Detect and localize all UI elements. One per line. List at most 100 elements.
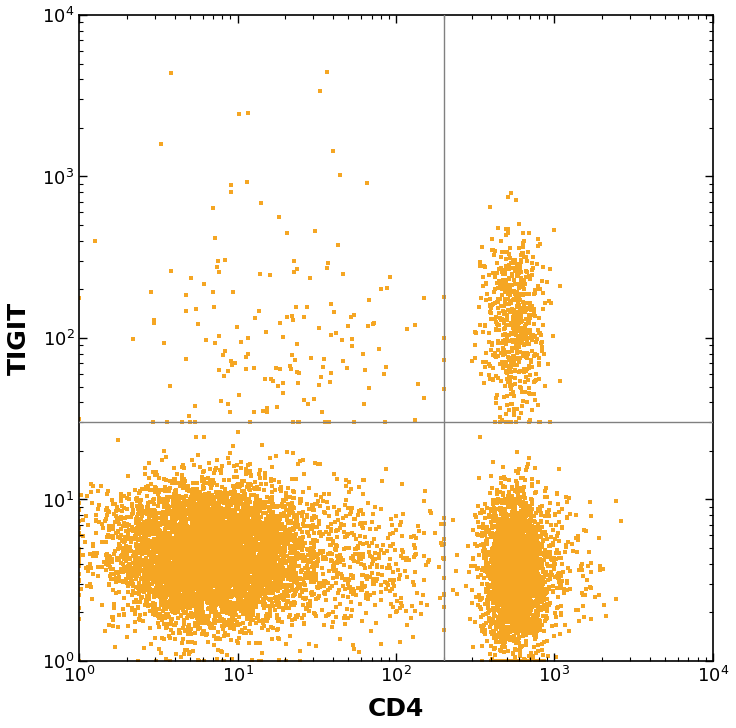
- Point: [231, 616, 243, 628]
- Point: [150, 571, 162, 583]
- Point: [540, 613, 552, 625]
- Point: [188, 556, 199, 568]
- Point: [275, 508, 287, 520]
- Point: [150, 535, 162, 547]
- Point: [244, 577, 255, 588]
- Point: [133, 488, 145, 499]
- Point: [495, 521, 506, 533]
- Point: [491, 351, 503, 363]
- Point: [182, 570, 194, 582]
- Point: [172, 542, 184, 553]
- Point: [498, 601, 510, 613]
- Point: [288, 511, 300, 523]
- Point: [520, 496, 532, 508]
- Point: [239, 534, 251, 546]
- Point: [238, 546, 250, 558]
- Point: [172, 519, 184, 531]
- Point: [113, 571, 125, 583]
- Point: [308, 510, 319, 522]
- Point: [330, 540, 342, 552]
- Point: [313, 379, 325, 391]
- Point: [269, 575, 281, 587]
- Point: [197, 500, 208, 512]
- Point: [491, 587, 503, 599]
- Point: [478, 506, 489, 518]
- Point: [273, 211, 285, 223]
- Point: [280, 557, 291, 569]
- Point: [436, 537, 447, 549]
- Point: [517, 525, 529, 537]
- Point: [261, 515, 273, 527]
- Point: [507, 286, 519, 298]
- Point: [208, 563, 219, 574]
- Point: [495, 537, 507, 549]
- Point: [523, 588, 534, 600]
- Point: [218, 655, 230, 667]
- Point: [509, 573, 521, 585]
- Point: [154, 571, 166, 583]
- Point: [514, 317, 526, 329]
- Point: [255, 531, 267, 542]
- Point: [223, 515, 235, 526]
- Point: [501, 558, 513, 569]
- Point: [189, 545, 201, 557]
- Point: [213, 532, 225, 544]
- Point: [286, 544, 297, 555]
- Point: [227, 533, 238, 545]
- Point: [509, 544, 520, 555]
- Point: [305, 576, 317, 587]
- Point: [188, 502, 199, 514]
- Point: [495, 578, 507, 590]
- Point: [241, 579, 252, 590]
- Point: [208, 518, 220, 529]
- Point: [240, 525, 252, 537]
- Point: [278, 567, 290, 579]
- Point: [509, 636, 520, 647]
- Point: [222, 590, 233, 601]
- Point: [562, 562, 574, 574]
- Point: [214, 553, 226, 564]
- Point: [498, 655, 510, 667]
- Point: [497, 517, 509, 529]
- Point: [224, 535, 236, 547]
- Point: [205, 595, 216, 606]
- Point: [197, 538, 209, 550]
- Point: [237, 553, 249, 565]
- Point: [168, 574, 180, 586]
- Point: [536, 583, 548, 595]
- Point: [254, 500, 266, 512]
- Point: [514, 262, 526, 274]
- Point: [132, 513, 144, 525]
- Point: [199, 510, 210, 521]
- Point: [226, 516, 238, 528]
- Point: [210, 575, 222, 587]
- Point: [420, 485, 431, 496]
- Point: [244, 545, 255, 556]
- Point: [515, 555, 527, 566]
- Point: [236, 577, 248, 589]
- Point: [183, 570, 194, 582]
- Point: [167, 491, 179, 503]
- Point: [241, 580, 253, 592]
- Point: [221, 511, 233, 523]
- Point: [166, 547, 177, 559]
- Point: [228, 493, 240, 505]
- Point: [509, 532, 521, 544]
- Point: [185, 574, 197, 585]
- Point: [191, 563, 203, 575]
- Point: [518, 339, 530, 351]
- Point: [197, 496, 208, 507]
- Point: [499, 274, 511, 285]
- Point: [172, 574, 184, 586]
- Point: [486, 339, 498, 351]
- Point: [214, 521, 226, 533]
- Point: [222, 553, 233, 565]
- Point: [485, 503, 497, 515]
- Point: [326, 621, 338, 633]
- Point: [111, 513, 123, 524]
- Point: [184, 595, 196, 606]
- Point: [171, 534, 183, 546]
- Point: [143, 472, 155, 483]
- Point: [267, 547, 279, 559]
- Point: [523, 562, 535, 574]
